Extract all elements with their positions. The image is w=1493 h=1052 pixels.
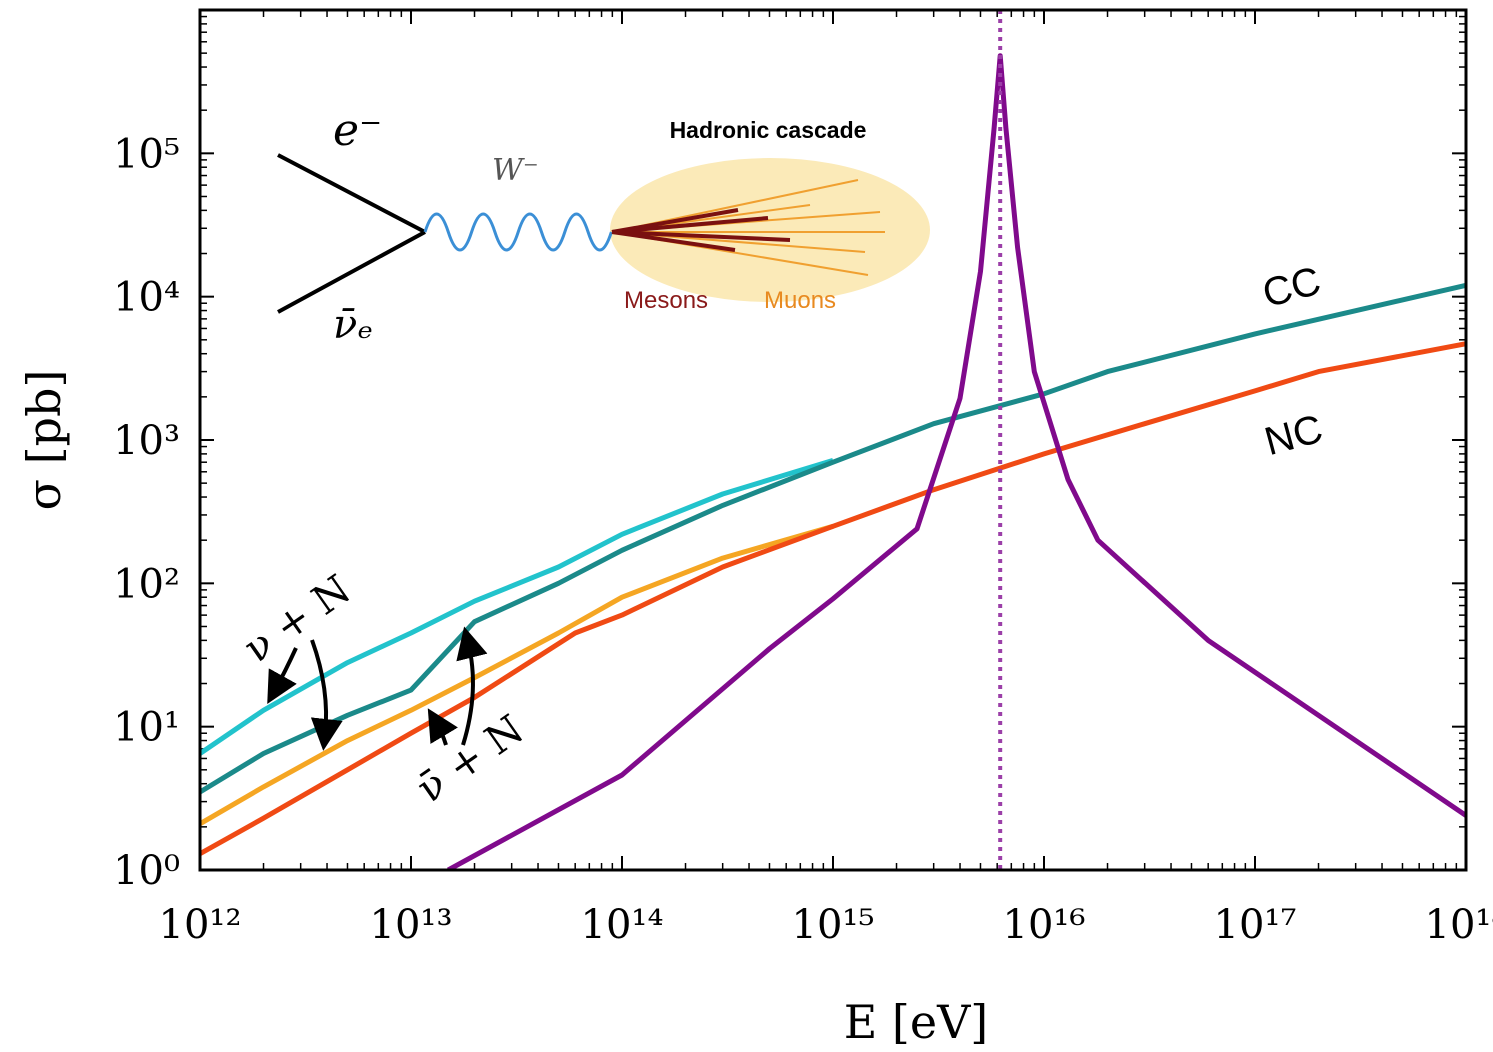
series-line xyxy=(200,282,1466,795)
x-tick-label: 10¹⁶ xyxy=(1003,902,1086,948)
plot-area: 10¹² 10¹³ 10¹⁴ 10¹⁵ 10¹⁶ 10¹⁷ 10¹⁸ 10⁰ 10¹ 10² 10³… xyxy=(113,8,1493,948)
antineutrino-line xyxy=(277,230,426,314)
series-line xyxy=(447,53,1466,870)
y-tick-label: 10⁵ xyxy=(113,131,180,177)
x-tick-label: 10¹⁷ xyxy=(1214,902,1297,948)
annotation: NC xyxy=(1260,407,1327,464)
y-tick-label: 10³ xyxy=(113,418,180,464)
y-axis-label: σ [pb] xyxy=(17,370,71,511)
series-line xyxy=(200,341,1466,856)
antineutrino-label: ν̄ₑ xyxy=(333,302,373,348)
inset-title: Hadronic cascade xyxy=(670,117,867,143)
annotation-arrows xyxy=(267,626,488,751)
annotation: ν + N xyxy=(236,567,359,673)
y-tick-label: 10⁰ xyxy=(113,848,180,894)
x-tick-label: 10¹⁵ xyxy=(792,902,875,948)
muons-label: Muons xyxy=(764,287,836,314)
y-tick-label: 10² xyxy=(113,561,180,607)
boson-label: W⁻ xyxy=(492,153,539,188)
electron-label: e⁻ xyxy=(333,105,382,156)
plot-frame xyxy=(198,8,1468,872)
feynman-inset: Hadronic cascade e⁻ ν̄ₑ W⁻ Mesons Muons xyxy=(277,105,930,348)
mesons-label: Mesons xyxy=(624,287,708,314)
y-tick-label: 10¹ xyxy=(113,705,180,751)
x-tick-label: 10¹³ xyxy=(370,902,453,948)
y-tick-label: 10⁴ xyxy=(113,275,180,321)
w-boson-line xyxy=(423,212,613,252)
cascade-blob xyxy=(610,158,930,302)
x-tick-label: 10¹⁴ xyxy=(581,902,664,948)
x-tick-label: 10¹⁸ xyxy=(1425,902,1493,948)
x-axis-label: E [eV] xyxy=(844,995,989,1049)
meson-tracks xyxy=(611,208,791,252)
annotation: CC xyxy=(1258,259,1325,316)
electron-line xyxy=(277,153,426,234)
x-tick-label: 10¹² xyxy=(159,902,242,948)
